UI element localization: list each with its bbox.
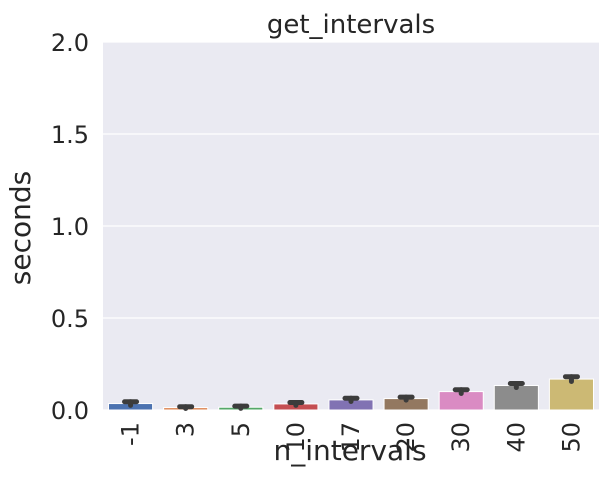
y-tick-label: 0.5 xyxy=(51,305,89,333)
y-tick-label: 1.0 xyxy=(51,213,89,241)
y-tick-label: 1.5 xyxy=(51,121,89,149)
x-tick-label: 17 xyxy=(337,422,365,453)
y-axis-label: seconds xyxy=(4,171,37,285)
y-tick-label: 0.0 xyxy=(51,397,89,425)
x-axis-label: n_intervals xyxy=(273,434,426,467)
x-tick-label: 5 xyxy=(227,422,255,437)
x-axis-ticks: -1 3 5 10 17 20 30 40 50 xyxy=(117,422,586,453)
x-tick-label: 3 xyxy=(172,422,200,437)
x-tick-label: 10 xyxy=(282,422,310,453)
x-tick-label: -1 xyxy=(117,422,145,446)
x-tick-label: 30 xyxy=(447,422,475,453)
y-axis-ticks: 0.0 0.5 1.0 1.5 2.0 xyxy=(51,29,89,425)
y-tick-label: 2.0 xyxy=(51,29,89,57)
error-bars xyxy=(122,374,580,412)
bar-50 xyxy=(548,378,594,411)
chart-title: get_intervals xyxy=(267,10,435,40)
x-tick-label: 20 xyxy=(392,422,420,453)
x-tick-label: 50 xyxy=(557,422,585,453)
x-tick-label: 40 xyxy=(502,422,530,453)
